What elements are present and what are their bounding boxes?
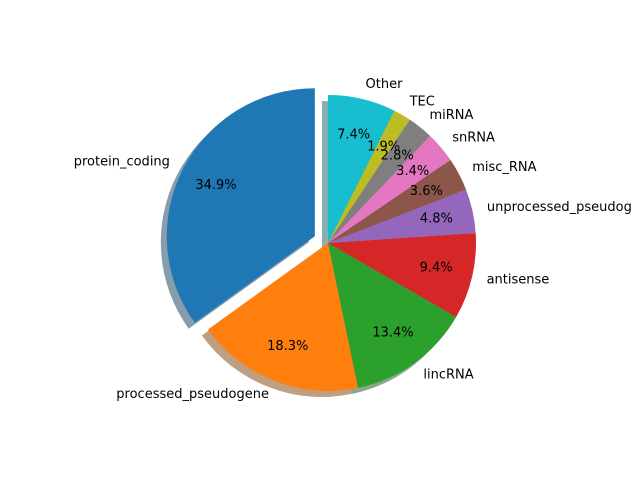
slice-label-other: Other [366, 77, 404, 92]
slice-label-tec: TEC [409, 95, 435, 110]
slice-label-snrna: snRNA [452, 130, 495, 145]
pie-slice-lincrna [328, 243, 457, 388]
label-layer: protein_coding 34.9% processed_pseudogene 1… [74, 77, 632, 402]
pie-slice-unprocessed-pseudog [328, 189, 476, 243]
slice-label-lincrna: lincRNA [423, 367, 473, 382]
slice-percent-unprocessed-pseudog: 4.8% [420, 211, 453, 226]
slice-percent-protein-coding: 34.9% [195, 178, 236, 193]
pie-slice-snrna [328, 135, 451, 243]
slice-percent-misc-rna: 3.6% [410, 184, 443, 199]
slice-label-protein-coding: protein_coding [74, 155, 170, 170]
pie-slice-other [328, 95, 395, 243]
slice-percent-antisense: 9.4% [420, 261, 453, 276]
pie-slice-mirna [328, 119, 431, 243]
wedge-layer [166, 88, 476, 391]
slice-percent-processed-pseudogene: 18.3% [267, 339, 308, 354]
pie-slice-misc-rna [328, 159, 467, 243]
slice-percent-mirna: 2.8% [381, 149, 414, 164]
pie-slice-tec [328, 110, 410, 243]
slice-percent-lincrna: 13.4% [372, 325, 413, 340]
slice-label-processed-pseudogene: processed_pseudogene [116, 387, 269, 402]
pie-slice-processed-pseudogene [207, 243, 359, 391]
slice-percent-other: 7.4% [337, 127, 370, 142]
slice-percent-snrna: 3.4% [396, 164, 429, 179]
pie-slice-antisense [328, 233, 476, 317]
slice-label-misc-rna: misc_RNA [472, 160, 536, 175]
slice-percent-tec: 1.9% [367, 139, 400, 154]
pie-slice-protein-coding [166, 88, 315, 323]
slice-label-mirna: miRNA [429, 108, 473, 123]
slice-label-antisense: antisense [487, 272, 550, 287]
slice-label-unprocessed-pseudog: unprocessed_pseudog [487, 200, 632, 215]
